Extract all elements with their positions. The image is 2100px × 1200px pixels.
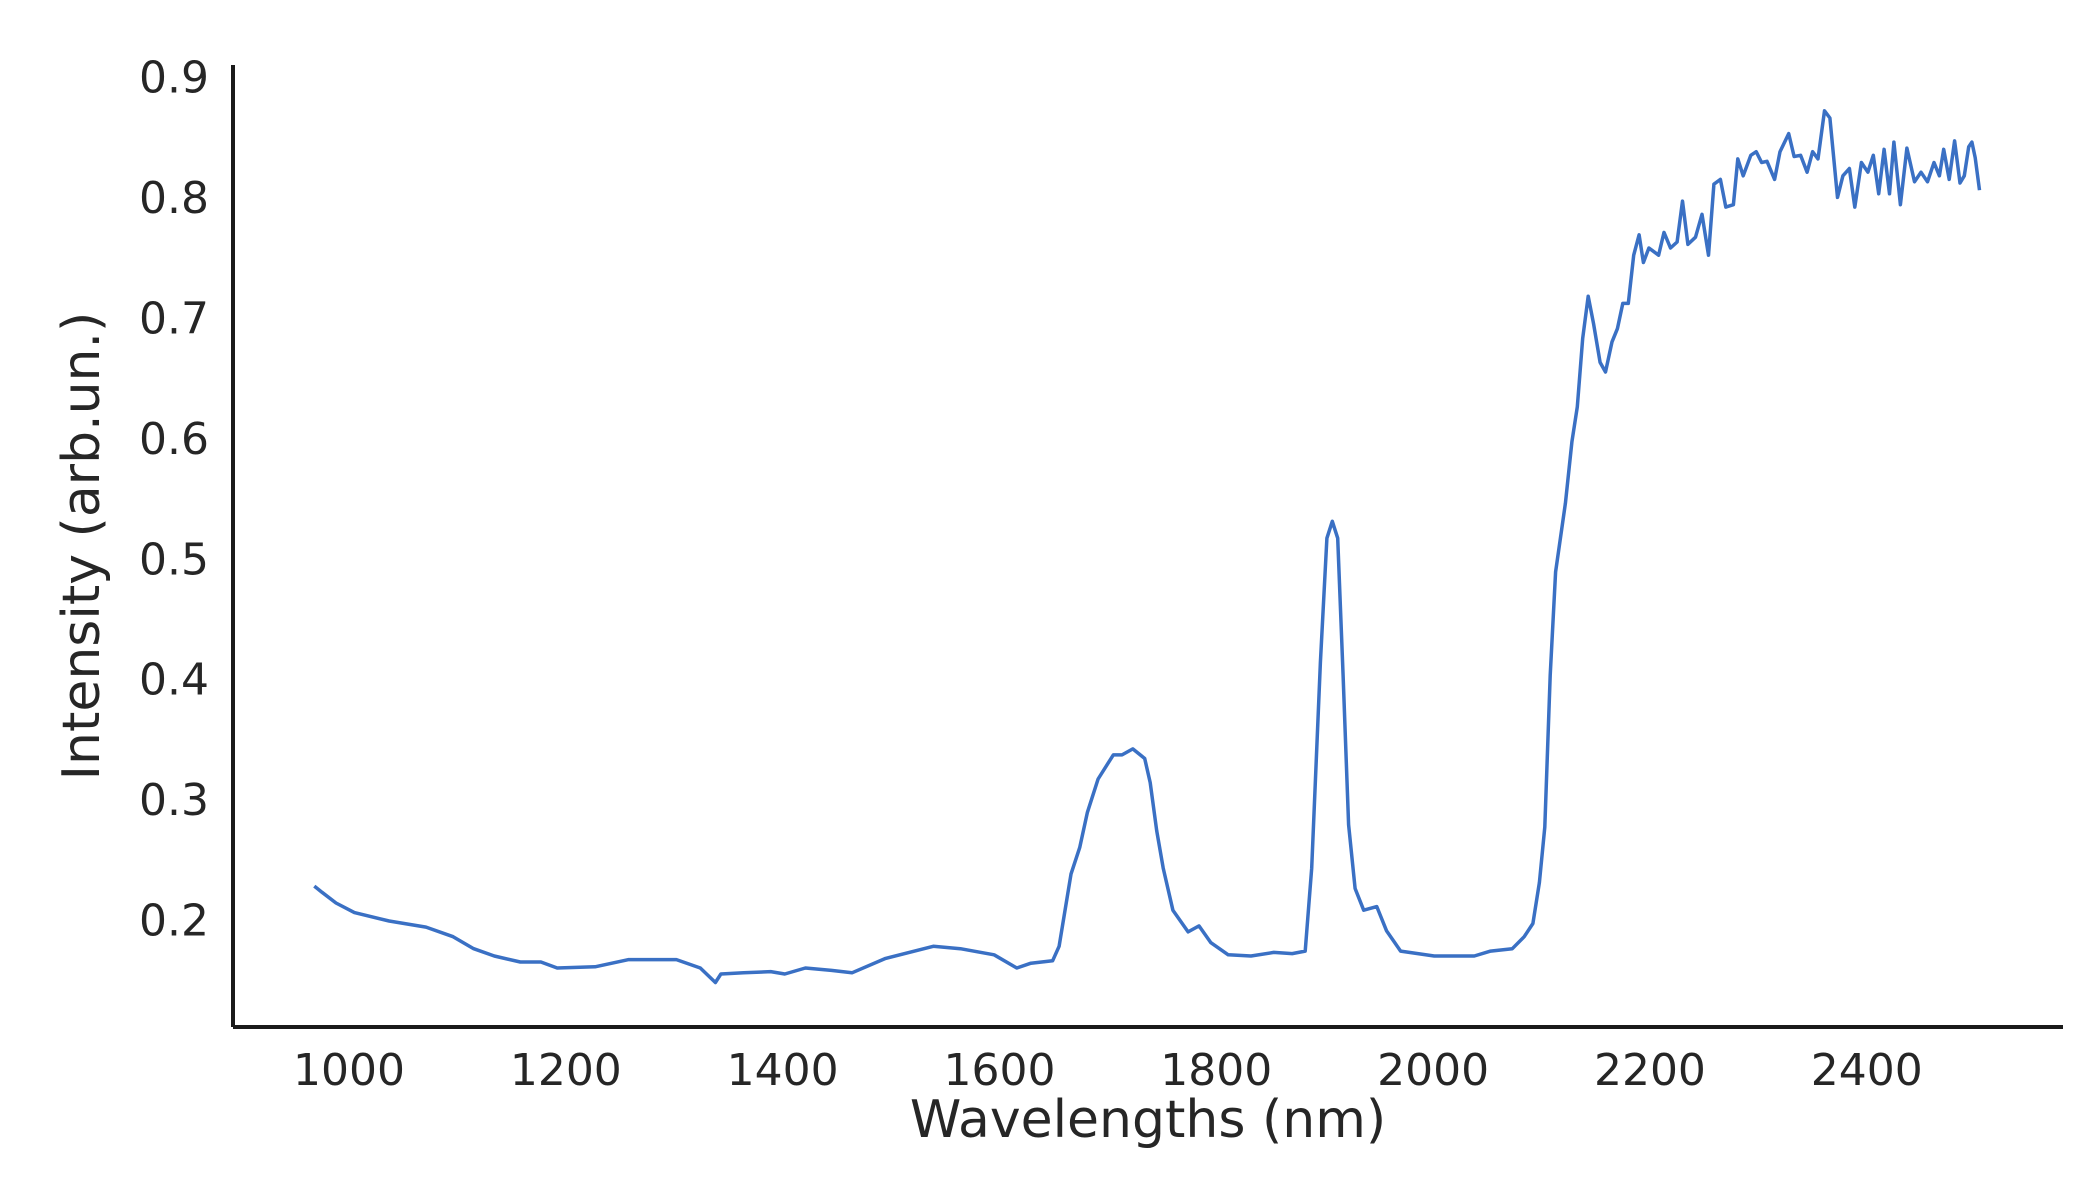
y-tick-label: 0.4 bbox=[139, 655, 209, 706]
x-tick-label: 1200 bbox=[510, 1045, 622, 1096]
y-tick-label: 0.5 bbox=[139, 534, 209, 585]
y-tick-label: 0.6 bbox=[139, 414, 209, 465]
y-tick-label: 0.9 bbox=[139, 53, 209, 104]
x-tick-label: 1000 bbox=[293, 1045, 405, 1096]
y-axis-label: Intensity (arb.un.) bbox=[52, 312, 112, 781]
y-tick-label: 0.2 bbox=[139, 895, 209, 946]
data-line bbox=[313, 109, 1982, 985]
x-tick-label: 2000 bbox=[1377, 1045, 1489, 1096]
x-tick-label: 2200 bbox=[1594, 1045, 1706, 1096]
x-tick-label: 1800 bbox=[1160, 1045, 1272, 1096]
x-tick-label: 2400 bbox=[1811, 1045, 1923, 1096]
x-tick-label: 1400 bbox=[727, 1045, 839, 1096]
y-tick-label: 0.8 bbox=[139, 173, 209, 224]
x-axis-label: Wavelengths (nm) bbox=[910, 1090, 1386, 1150]
x-tick-label: 1600 bbox=[943, 1045, 1055, 1096]
y-tick-label: 0.7 bbox=[139, 293, 209, 344]
y-tick-label: 0.3 bbox=[139, 775, 209, 826]
